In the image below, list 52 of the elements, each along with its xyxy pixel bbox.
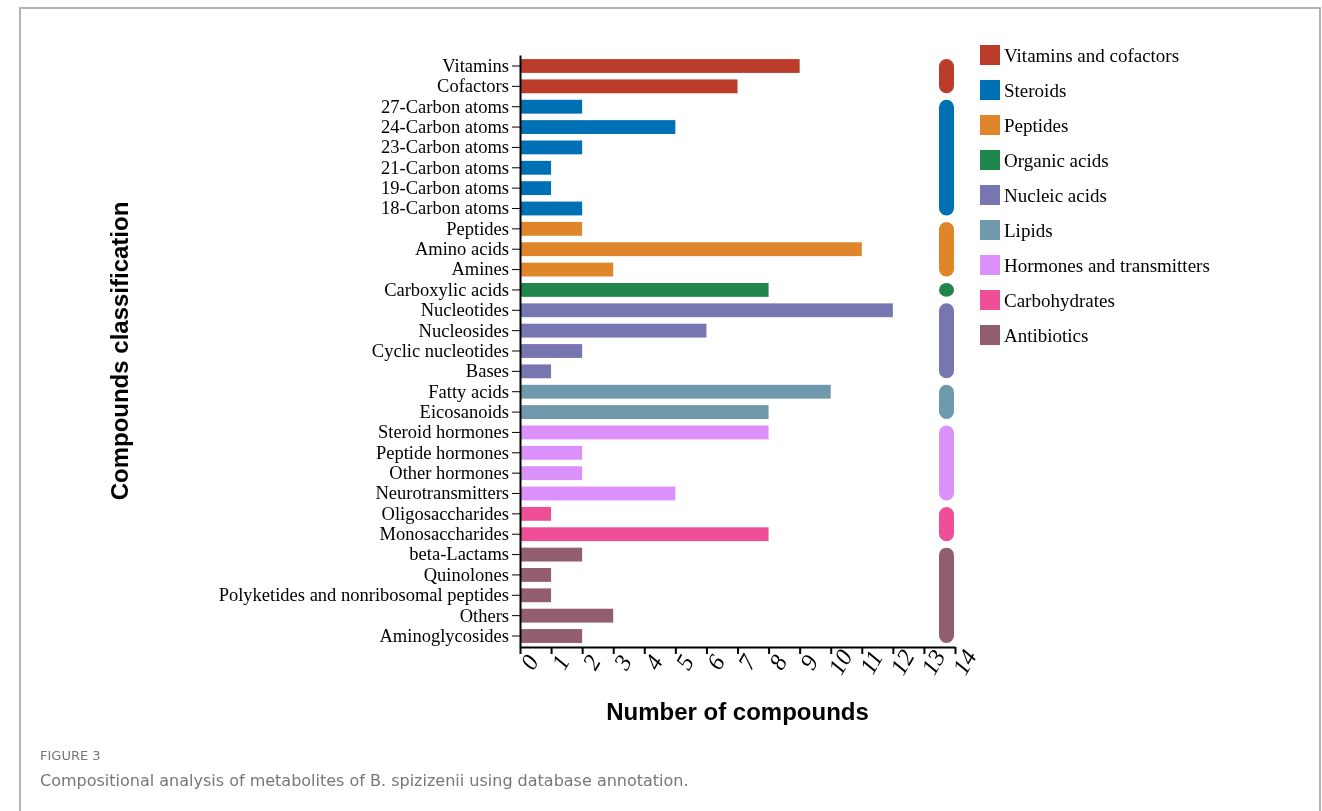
y-tick-label: 23-Carbon atoms xyxy=(381,137,509,158)
x-axis-title: Number of compounds xyxy=(606,698,869,725)
legend-label: Peptides xyxy=(1004,114,1069,136)
y-tick-label: Quinolones xyxy=(423,564,509,585)
y-tick-label: 27-Carbon atoms xyxy=(381,96,509,117)
legend-label: Organic acids xyxy=(1004,149,1109,171)
x-tick-label: 7 xyxy=(732,649,762,674)
legend-label: Hormones and transmitters xyxy=(1004,254,1210,276)
y-tick-label: Aminoglycosides xyxy=(379,625,509,646)
y-tick-label: Cyclic nucleotides xyxy=(371,340,509,361)
legend-label: Vitamins and cofactors xyxy=(1004,44,1180,66)
y-tick-label: Others xyxy=(459,605,509,626)
x-tick-label: 4 xyxy=(639,650,669,674)
y-tick-label: Fatty acids xyxy=(428,381,509,402)
legend-label: Lipids xyxy=(1004,219,1053,241)
y-tick-label: Eicosanoids xyxy=(419,401,509,422)
y-tick-label: Carboxylic acids xyxy=(384,279,509,300)
x-tick-label: 3 xyxy=(607,650,637,675)
y-tick-label: beta-Lactams xyxy=(409,544,509,565)
y-tick-label: Vitamins xyxy=(442,55,509,76)
legend-label: Steroids xyxy=(1004,79,1067,101)
y-tick-label: Peptides xyxy=(446,218,509,239)
y-axis-title: Compounds classification xyxy=(106,201,133,501)
y-tick-label: Peptide hormones xyxy=(375,442,509,463)
x-tick-label: 0 xyxy=(515,650,544,674)
y-tick-label: 24-Carbon atoms xyxy=(381,116,509,137)
x-tick-label: 6 xyxy=(701,650,731,674)
y-tick-label: Bases xyxy=(465,361,509,382)
y-tick-label: 21-Carbon atoms xyxy=(381,157,509,178)
legend-label: Antibiotics xyxy=(1004,324,1089,346)
y-tick-label: Neurotransmitters xyxy=(375,483,509,504)
y-tick-label: Nucleotides xyxy=(420,300,509,321)
y-tick-label: Amines xyxy=(451,259,509,280)
y-tick-label: 18-Carbon atoms xyxy=(381,198,509,219)
y-tick-label: Amino acids xyxy=(414,239,509,260)
text: Compositional analysis of metabolites of B. spizizenii using database annotation. xyxy=(40,771,689,790)
y-tick-label: Cofactors xyxy=(437,76,509,97)
legend-label: Carbohydrates xyxy=(1004,289,1115,311)
y-tick-label: Steroid hormones xyxy=(377,422,509,443)
x-tick-label: 1 xyxy=(546,650,575,674)
y-tick-label: Nucleosides xyxy=(418,320,509,341)
x-tick-label: 9 xyxy=(794,650,824,674)
y-tick-label: Oligosaccharides xyxy=(381,503,509,524)
y-tick-label: Monosaccharides xyxy=(379,524,509,545)
y-tick-label: Other hormones xyxy=(389,463,509,484)
x-tick-label: 8 xyxy=(763,650,793,674)
y-tick-label: 19-Carbon atoms xyxy=(381,178,509,199)
x-tick-label: 5 xyxy=(670,650,700,674)
caption: FIGURE 3 xyxy=(40,748,101,763)
x-tick-label: 2 xyxy=(577,650,606,674)
legend-label: Nucleic acids xyxy=(1004,184,1107,206)
y-tick-label: Polyketides and nonribosomal peptides xyxy=(218,585,509,606)
